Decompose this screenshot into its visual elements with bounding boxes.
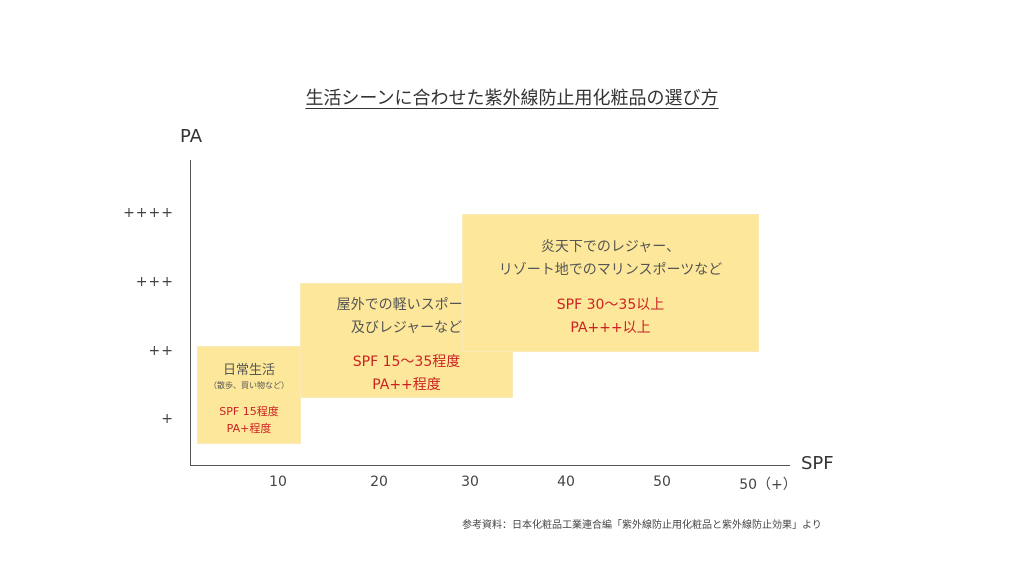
y-axis-label: PA [180,126,203,147]
x-tick-40: 40 [557,474,575,490]
resort-leisure-box: 炎天下でのレジャー、 リゾート地でのマリンスポーツなど SPF 30〜35以上 … [462,214,759,352]
y-tick-pa-3: +++ [135,274,174,290]
x-tick-50-plus: 50（+） [739,477,797,493]
source-note: 参考資料：日本化粧品工業連合編「紫外線防止用化粧品と紫外線防止効果」より [462,520,822,531]
y-tick-pa-1: + [161,411,174,427]
resort-leisure-subtitle: リゾート地でのマリンスポーツなど [498,262,723,278]
y-axis-line [190,160,191,466]
outdoor-sports-spf: SPF 15〜35程度 [352,354,461,370]
y-tick-pa-2: ++ [148,343,174,359]
y-tick-pa-4: ++++ [123,205,174,221]
x-axis-label: SPF [801,453,834,474]
outdoor-sports-subtitle: 及びレジャーなど [350,320,463,336]
resort-leisure-pa: PA+++以上 [570,320,651,336]
x-tick-50: 50 [653,474,671,490]
diagram-title-text: 生活シーンに合わせた紫外線防止用化粧品の選び方 [305,88,719,109]
daily-life-examples: （散歩、買い物など） [209,381,289,390]
x-tick-30: 30 [461,474,479,490]
resort-leisure-title: 炎天下でのレジャー、 [540,239,681,255]
x-tick-20: 20 [370,474,388,490]
daily-life-pa: PA+程度 [226,422,272,435]
diagram-title: 生活シーンに合わせた紫外線防止用化粧品の選び方 [0,84,1024,110]
outdoor-sports-title: 屋外での軽いスポーツ [336,297,477,313]
x-tick-10: 10 [269,474,287,490]
daily-life-title: 日常生活 [222,363,275,378]
daily-life-box: 日常生活 （散歩、買い物など） SPF 15程度 PA+程度 [197,346,301,444]
daily-life-spf: SPF 15程度 [219,405,279,418]
resort-leisure-spf: SPF 30〜35以上 [556,297,665,313]
outdoor-sports-pa: PA++程度 [372,377,441,393]
x-axis-line [190,465,790,466]
